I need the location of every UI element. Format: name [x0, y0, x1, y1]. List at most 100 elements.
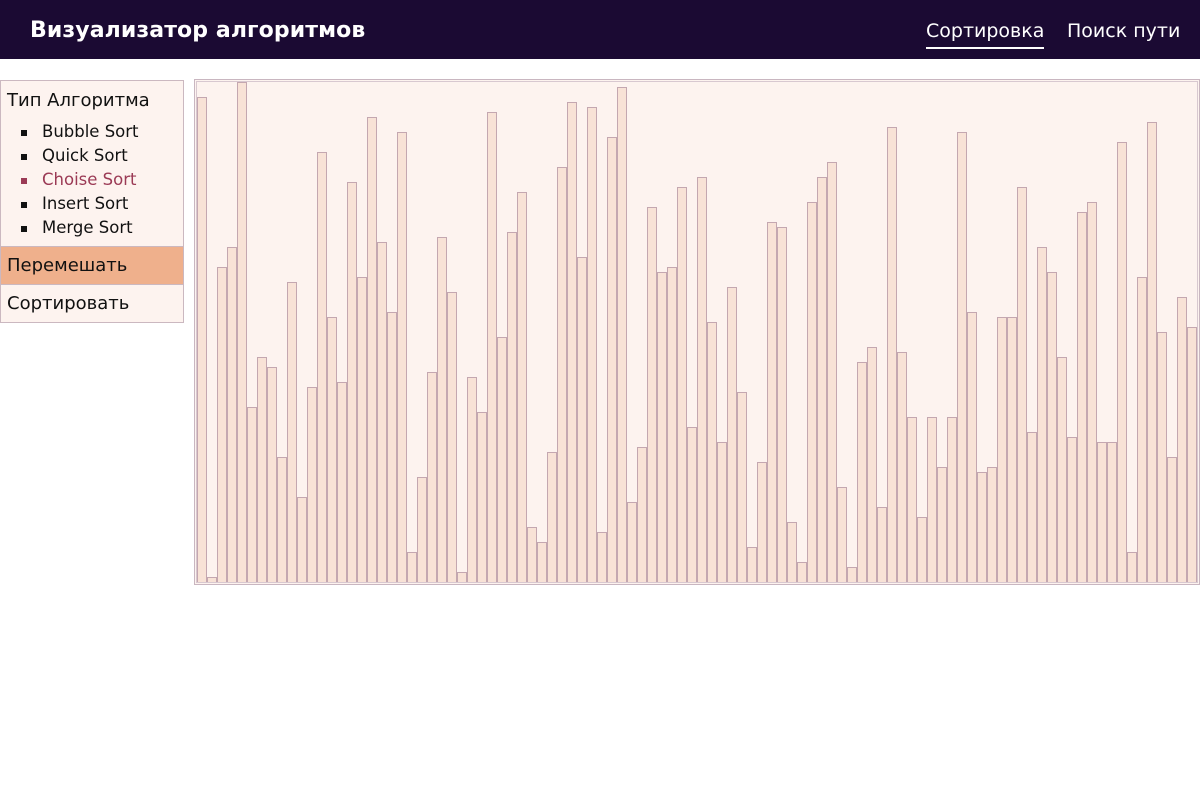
array-bar — [957, 132, 967, 582]
array-bar — [657, 272, 667, 582]
array-bar — [417, 477, 427, 582]
array-bar — [427, 372, 437, 582]
array-bar — [727, 287, 737, 582]
array-bar — [1017, 187, 1027, 582]
nav-link-pathfinding[interactable]: Поиск пути — [1067, 20, 1181, 42]
array-bar — [577, 257, 587, 582]
array-bar — [837, 487, 847, 582]
array-bar — [1147, 122, 1157, 582]
array-bar — [967, 312, 977, 582]
algorithm-item-merge-sort[interactable]: Merge Sort — [21, 216, 177, 240]
array-bar — [457, 572, 467, 582]
array-bar — [997, 317, 1007, 582]
array-bar — [1157, 332, 1167, 582]
algorithm-type-section: Тип Алгоритма Bubble Sort Quick Sort Cho… — [1, 81, 183, 246]
array-bar — [237, 82, 247, 582]
array-bar — [827, 162, 837, 582]
array-bar — [1117, 142, 1127, 582]
array-bar — [697, 177, 707, 582]
array-bar — [867, 347, 877, 582]
array-bar — [937, 467, 947, 582]
array-bar — [597, 532, 607, 582]
algorithm-item-quick-sort[interactable]: Quick Sort — [21, 144, 177, 168]
array-bar — [917, 517, 927, 582]
array-bar — [217, 267, 227, 582]
array-bar — [857, 362, 867, 582]
array-bar — [567, 102, 577, 582]
algorithm-item-bubble-sort[interactable]: Bubble Sort — [21, 120, 177, 144]
array-bar — [637, 447, 647, 582]
array-bar — [397, 132, 407, 582]
array-bar — [497, 337, 507, 582]
array-bar — [1037, 247, 1047, 582]
array-bar — [927, 417, 937, 582]
array-bar — [887, 127, 897, 582]
array-bar — [537, 542, 547, 582]
algorithm-item-choise-sort[interactable]: Choise Sort — [21, 168, 177, 192]
sort-button[interactable]: Сортировать — [1, 284, 183, 322]
app-title: Визуализатор алгоритмов — [30, 18, 366, 43]
nav-link-sorting[interactable]: Сортировка — [926, 20, 1045, 49]
array-bar — [1167, 457, 1177, 582]
array-bar — [1097, 442, 1107, 582]
algorithm-list: Bubble Sort Quick Sort Choise Sort Inser… — [7, 120, 177, 240]
array-bar — [987, 467, 997, 582]
array-bar — [207, 577, 217, 582]
array-bar — [557, 167, 567, 582]
array-bar — [647, 207, 657, 582]
array-bar — [287, 282, 297, 582]
array-bar — [547, 452, 557, 582]
array-bar — [847, 567, 857, 582]
array-bar — [327, 317, 337, 582]
array-bar — [407, 552, 417, 582]
array-bar — [717, 442, 727, 582]
array-bar — [707, 322, 717, 582]
shuffle-button[interactable]: Перемешать — [1, 246, 183, 284]
array-bar — [1077, 212, 1087, 582]
top-navbar: Визуализатор алгоритмов Сортировка Поиск… — [0, 0, 1200, 59]
array-bar — [467, 377, 477, 582]
array-bar — [1047, 272, 1057, 582]
array-bar — [227, 247, 237, 582]
array-bar — [897, 352, 907, 582]
array-bar — [627, 502, 637, 582]
array-bar — [807, 202, 817, 582]
array-bar — [1087, 202, 1097, 582]
array-bar — [1067, 437, 1077, 582]
array-bar — [587, 107, 597, 582]
array-bar — [817, 177, 827, 582]
array-bar — [1107, 442, 1117, 582]
array-bar — [977, 472, 987, 582]
array-bar — [267, 367, 277, 582]
array-bar — [297, 497, 307, 582]
array-bar — [257, 357, 267, 582]
array-bar — [1057, 357, 1067, 582]
array-bar — [787, 522, 797, 582]
array-bar — [387, 312, 397, 582]
array-bar — [477, 412, 487, 582]
array-bar — [487, 112, 497, 582]
array-bar — [307, 387, 317, 582]
array-bar — [687, 427, 697, 582]
algorithm-item-insert-sort[interactable]: Insert Sort — [21, 192, 177, 216]
algorithm-type-heading: Тип Алгоритма — [7, 90, 150, 111]
array-bar — [1127, 552, 1137, 582]
array-bar — [797, 562, 807, 582]
array-bar — [1187, 327, 1197, 582]
array-bar — [197, 97, 207, 582]
array-bar — [777, 227, 787, 582]
array-bar — [277, 457, 287, 582]
array-bar — [757, 462, 767, 582]
array-bar — [247, 407, 257, 582]
sorting-visualization-canvas — [194, 79, 1200, 585]
array-bar — [1137, 277, 1147, 582]
array-bar — [357, 277, 367, 582]
array-bar — [527, 527, 537, 582]
array-bar — [907, 417, 917, 582]
array-bar — [507, 232, 517, 582]
array-bar — [337, 382, 347, 582]
array-bar — [1177, 297, 1187, 582]
array-bar — [437, 237, 447, 582]
array-bar — [877, 507, 887, 582]
array-bar — [667, 267, 677, 582]
